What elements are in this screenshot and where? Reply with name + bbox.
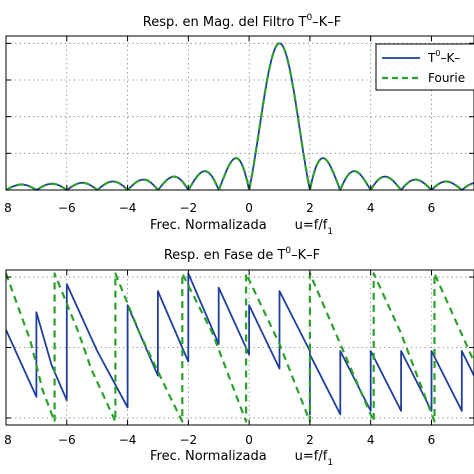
x-tick-label: 4 [367, 201, 375, 215]
x-tick-label: −6 [58, 201, 76, 215]
grid [6, 270, 474, 425]
series-line-fourier [4, 272, 474, 423]
x-tick-label: 2 [306, 433, 314, 447]
x-tick-label: 0 [245, 433, 253, 447]
chart-title: Resp. en Mag. del Filtro T0–K–F [143, 13, 342, 30]
x-tick-label: −4 [119, 201, 137, 215]
phase-chart: Resp. en Fase de T0–K–F 8 −6 −4 −2 0 2 4 6 Frec. … [4, 246, 474, 468]
x-tick-label: 8 [4, 433, 12, 447]
x-tick-label: −2 [179, 201, 197, 215]
x-tick-label: −6 [58, 433, 76, 447]
legend-label: T0–K– [427, 49, 460, 65]
x-tick-label: 0 [245, 201, 253, 215]
legend: T0–K– Fourie [375, 43, 474, 91]
x-axis-label: Frec. Normalizada u=f/f1 [150, 218, 333, 237]
x-tick-label: 8 [4, 201, 12, 215]
series-line-tokf [5, 272, 474, 416]
series-line-fourier [5, 42, 474, 192]
magnitude-chart: Resp. en Mag. del Filtro T0–K–F 8 −6 −4 −2 0 2… [4, 13, 474, 237]
plot-frame [5, 35, 474, 191]
x-tick-label: 4 [367, 433, 375, 447]
x-tick-label: −2 [179, 433, 197, 447]
legend-box [375, 43, 474, 91]
x-axis-label: Frec. Normalizada u=f/f1 [150, 449, 333, 468]
chart-title: Resp. en Fase de T0–K–F [164, 246, 320, 263]
x-tick-label: 2 [306, 201, 314, 215]
legend-label: Fourie [428, 71, 465, 85]
grid [6, 36, 474, 190]
x-tick-label: −4 [119, 433, 137, 447]
x-tick-label: 6 [428, 433, 436, 447]
x-tick-label: 6 [428, 201, 436, 215]
